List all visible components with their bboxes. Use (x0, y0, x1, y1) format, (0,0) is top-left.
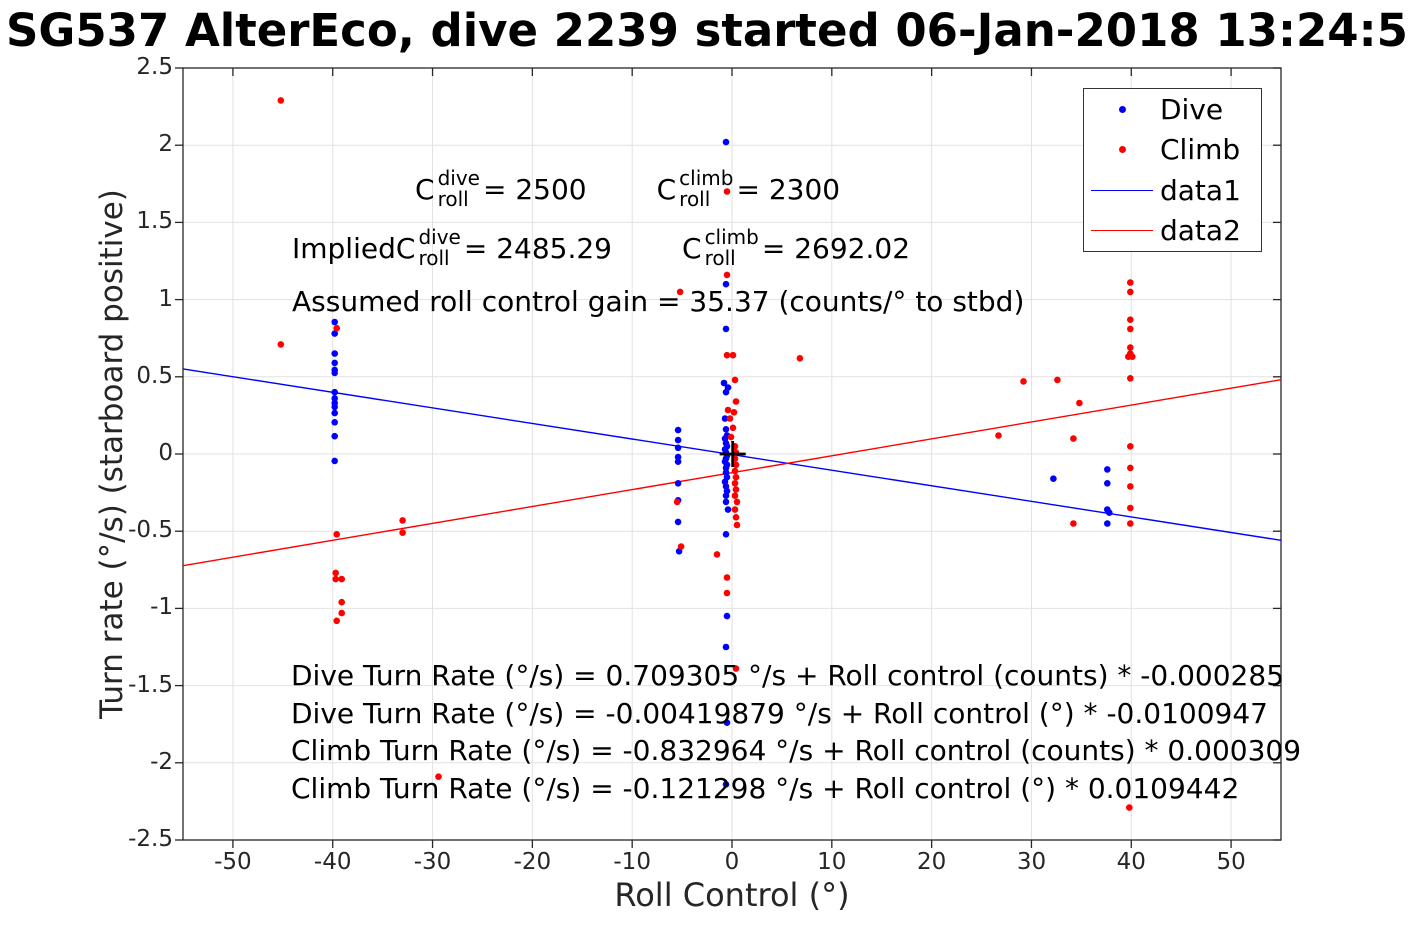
y-tick-label: -0.5 (128, 517, 173, 544)
x-tick-label: -50 (214, 849, 252, 875)
legend-item-climb: Climb (1084, 131, 1261, 169)
figure-title: SG537 AlterEco, dive 2239 started 06-Jan… (6, 4, 1408, 57)
x-tick-label: -40 (313, 849, 352, 875)
x-tick-label: -20 (513, 849, 552, 875)
fit-equations: Dive Turn Rate (°/s) = 0.709305 °/s + Ro… (291, 657, 1301, 807)
croll-commanded-annotation: C dive roll = 2500 C climb roll = 2300 (415, 168, 840, 210)
legend: Dive Climb data1 data2 (1083, 88, 1262, 252)
y-tick-label: 1.5 (136, 208, 173, 235)
legend-item-data1: data1 (1084, 171, 1261, 209)
climb-fit-counts-equation: Climb Turn Rate (°/s) = -0.832964 °/s + … (291, 734, 1302, 767)
x-tick-label: 30 (1016, 849, 1047, 875)
croll-dive-symbol: C dive roll = 2500 (415, 166, 587, 211)
dive-dot-marker-icon (1084, 105, 1160, 113)
y-tick-label: -2 (150, 748, 173, 775)
climb-dot-marker-icon (1084, 146, 1160, 154)
y-tick-label: -1 (150, 594, 173, 621)
dive-fit-degrees-equation: Dive Turn Rate (°/s) = -0.00419879 °/s +… (291, 696, 1268, 730)
y-tick-label: 0.5 (136, 362, 173, 389)
croll-climb-symbol: C climb roll = 2300 (656, 166, 841, 211)
legend-item-dive: Dive (1084, 90, 1261, 128)
data2-line-marker-icon (1084, 230, 1160, 232)
roll-gain-annotation: Assumed roll control gain = 35.37 (count… (292, 285, 1025, 318)
x-axis-label: Roll Control (°) (614, 876, 850, 914)
climb-fit-degrees-equation: Climb Turn Rate (°/s) = -0.121298 °/s + … (291, 771, 1240, 805)
y-tick-label: 2.5 (136, 54, 173, 80)
x-tick-label: -10 (613, 849, 651, 875)
y-tick-label: 1 (158, 285, 173, 312)
x-tick-label: 0 (724, 849, 740, 875)
dive-fit-counts-equation: Dive Turn Rate (°/s) = 0.709305 °/s + Ro… (291, 659, 1285, 692)
data1-line-marker-icon (1084, 189, 1160, 191)
x-tick-label: -30 (413, 849, 452, 875)
croll-implied-annotation: Implied C dive roll = 2485.29 C climb ro… (292, 227, 910, 269)
x-tick-label: 40 (1116, 849, 1146, 875)
y-tick-label: -1.5 (128, 671, 173, 698)
y-tick-label: 2 (158, 131, 173, 158)
x-tick-label: 10 (817, 849, 847, 875)
x-tick-label: 50 (1216, 849, 1246, 875)
implied-croll-climb-symbol: C climb roll = 2692.02 (682, 225, 911, 270)
y-tick-label: 0 (158, 440, 173, 466)
legend-item-data2: data2 (1084, 212, 1261, 250)
x-tick-label: 20 (916, 849, 947, 875)
implied-croll-dive-symbol: Implied C dive roll = 2485.29 (292, 225, 612, 270)
y-tick-label: -2.5 (128, 826, 173, 852)
